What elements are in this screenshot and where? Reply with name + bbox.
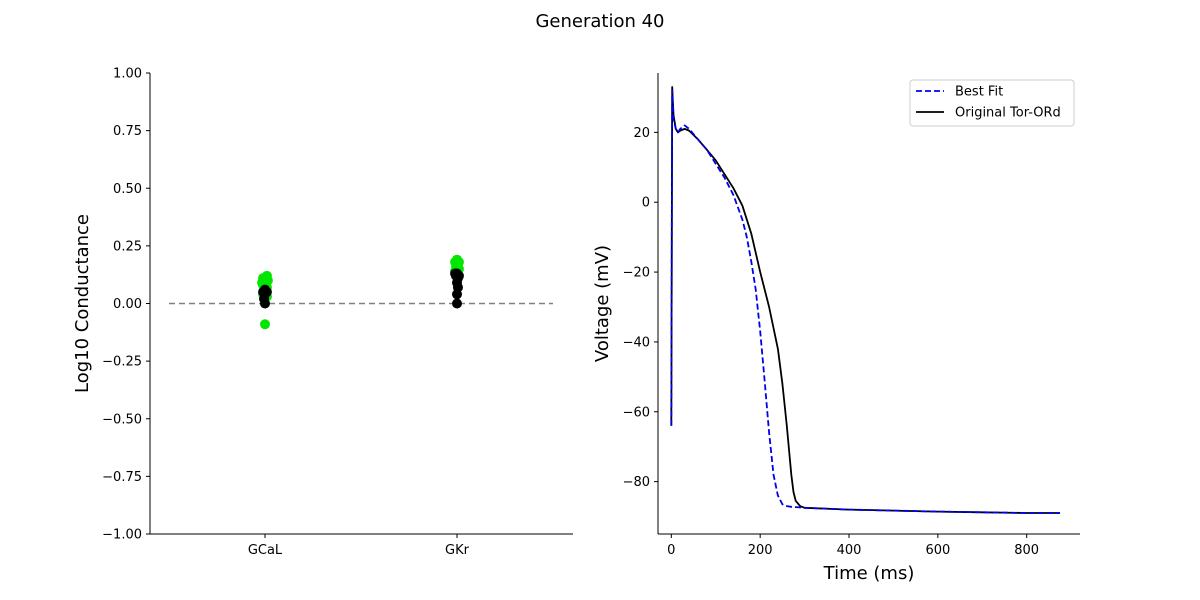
left-y-tick-label: 0.25	[113, 239, 142, 254]
right-x-tick-label: 200	[748, 543, 773, 558]
conductance-point	[260, 319, 270, 330]
legend-entry: Original Tor-ORd	[955, 106, 1061, 121]
right-y-tick-label: −40	[623, 335, 650, 350]
left-y-tick-label: −0.25	[102, 355, 142, 370]
left-y-tick-label: −1.00	[102, 528, 142, 543]
conductance-scatter-panel: −1.00 −0.75 −0.50 −0.25 0.00 0.25 0.50 0.75 1.00…	[72, 67, 573, 558]
left-y-tick-label: 0.75	[113, 124, 142, 139]
left-y-tick-label: −0.75	[102, 470, 142, 485]
legend: Best Fit Original Tor-ORd	[909, 79, 1075, 127]
legend-box	[909, 79, 1075, 127]
right-x-tick-label: 400	[837, 543, 862, 558]
right-x-tick-label: 600	[925, 543, 950, 558]
right-y-tick-label: −60	[623, 405, 650, 420]
conductance-point	[452, 298, 462, 309]
right-y-tick-label: −20	[623, 266, 650, 281]
figure-title: Generation 40	[535, 11, 664, 32]
best-fit-line	[670, 89, 1060, 514]
left-y-tick-label: 0.50	[113, 182, 142, 197]
right-x-axis-label: Time (ms)	[823, 563, 915, 584]
left-x-tick-label: GKr	[445, 543, 470, 558]
right-x-tick-label: 0	[667, 543, 675, 558]
left-y-tick-label: −0.50	[102, 412, 142, 427]
right-y-axis-label: Voltage (mV)	[592, 245, 613, 362]
left-y-tick-label: 1.00	[113, 67, 142, 82]
legend-entry: Best Fit	[955, 85, 1003, 100]
left-y-tick-label: 0.00	[113, 297, 142, 312]
left-y-axis-label: Log10 Conductance	[72, 214, 93, 393]
right-x-tick-label: 800	[1014, 543, 1039, 558]
right-y-tick-label: 20	[633, 126, 650, 141]
conductance-point	[260, 298, 270, 309]
right-y-tick-label: −80	[623, 475, 650, 490]
right-y-tick-label: 0	[642, 196, 650, 211]
left-x-tick-label: GCaL	[248, 543, 283, 558]
conductance-point	[452, 289, 462, 300]
